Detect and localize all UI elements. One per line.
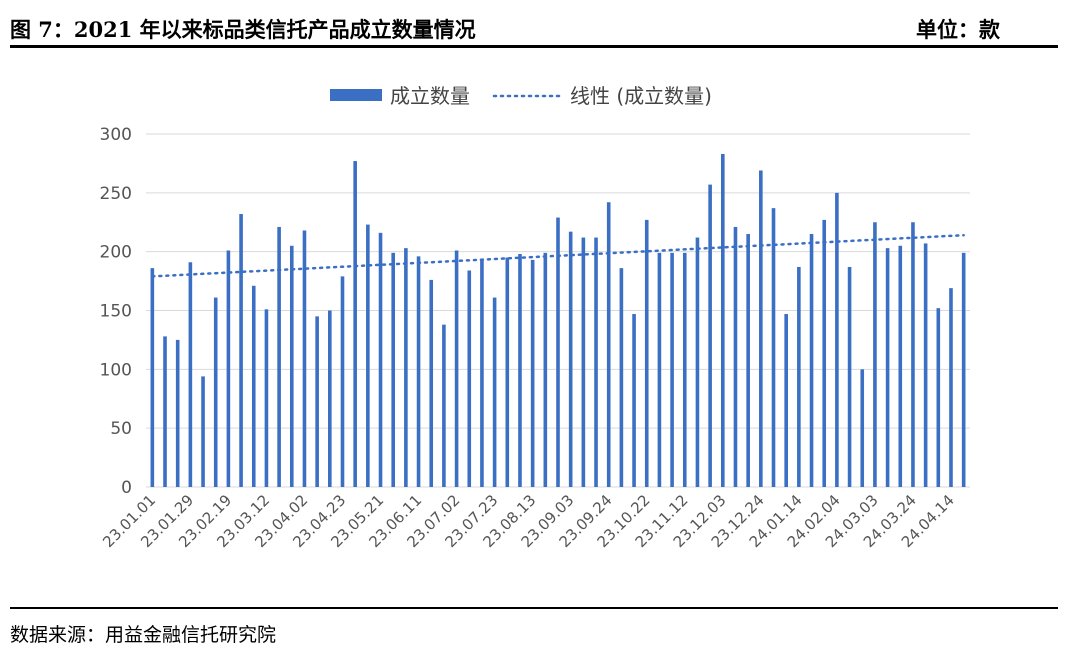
bar [289, 245, 294, 487]
bar [492, 297, 497, 487]
bar [898, 245, 903, 487]
bar [378, 232, 383, 487]
bar [353, 161, 357, 487]
bar [556, 217, 560, 487]
bar [911, 222, 915, 487]
bar [746, 234, 750, 487]
bar [530, 259, 535, 487]
bar [480, 258, 484, 487]
bar [606, 202, 611, 487]
x-axis-ticks: 23.01.0123.01.2923.02.1923.03.1223.04.02… [99, 491, 958, 551]
bar [277, 226, 281, 487]
bars [150, 154, 966, 488]
bar [923, 243, 928, 487]
y-axis-ticks: 0 50 100 150 200 250 300 [100, 125, 132, 498]
bar [632, 314, 636, 487]
unit-label: 单位：款 [916, 17, 1000, 42]
bar [239, 214, 243, 487]
bar [213, 297, 218, 487]
y-tick-label: 50 [110, 419, 132, 439]
bar [328, 310, 332, 487]
trend-line [151, 233, 965, 278]
bar [454, 250, 459, 487]
bar [809, 234, 814, 487]
bar [315, 316, 319, 487]
y-tick-label: 0 [121, 478, 132, 498]
bar [759, 170, 763, 487]
bar [733, 226, 738, 487]
bar [847, 266, 852, 487]
bar [416, 256, 421, 487]
bar [391, 252, 395, 487]
bar [302, 230, 307, 487]
bar [581, 237, 586, 487]
bar [708, 184, 712, 487]
bar [644, 219, 649, 487]
y-tick-label: 200 [100, 243, 132, 263]
bar [619, 268, 624, 487]
bar [885, 248, 890, 487]
bar [594, 237, 598, 487]
bar [442, 324, 446, 487]
bottom-divider [10, 607, 1058, 609]
bar [822, 219, 827, 487]
bar [264, 309, 269, 487]
bar [682, 252, 687, 487]
top-divider [10, 45, 1058, 48]
legend: 成立数量 线性 (成立数量) [330, 84, 712, 108]
bar [835, 192, 839, 488]
figure-title: 图 7：2021 年以来标品类信托产品成立数量情况 [10, 17, 476, 42]
bar [505, 257, 510, 487]
bar [150, 268, 155, 487]
y-tick-label: 250 [100, 184, 132, 204]
legend-bar-swatch [330, 89, 382, 101]
y-tick-label: 300 [100, 125, 132, 145]
bar [366, 224, 370, 487]
bar [175, 339, 180, 487]
bar [949, 288, 953, 487]
bar [961, 252, 966, 487]
bar [429, 279, 434, 487]
bar [784, 314, 788, 487]
legend-trend-label: 线性 (成立数量) [570, 84, 712, 108]
bar [543, 252, 548, 487]
bar [518, 254, 522, 487]
bar [226, 250, 231, 487]
bar [771, 208, 776, 487]
bar [568, 231, 573, 487]
bar [340, 276, 345, 487]
y-tick-label: 100 [100, 360, 132, 380]
bar [657, 252, 662, 487]
bar [163, 336, 167, 487]
bar [936, 308, 941, 487]
bar [670, 252, 674, 487]
y-tick-label: 150 [100, 302, 132, 322]
bar [188, 262, 193, 487]
bar [721, 154, 725, 487]
legend-bar-label: 成立数量 [390, 84, 470, 108]
source-note: 数据来源：用益金融信托研究院 [10, 624, 277, 646]
bar [797, 266, 801, 487]
bar [251, 285, 256, 487]
bar [695, 237, 700, 487]
bar [467, 270, 472, 487]
bar [860, 369, 865, 487]
bar [201, 376, 205, 487]
bar [404, 248, 408, 487]
bar [873, 222, 877, 487]
